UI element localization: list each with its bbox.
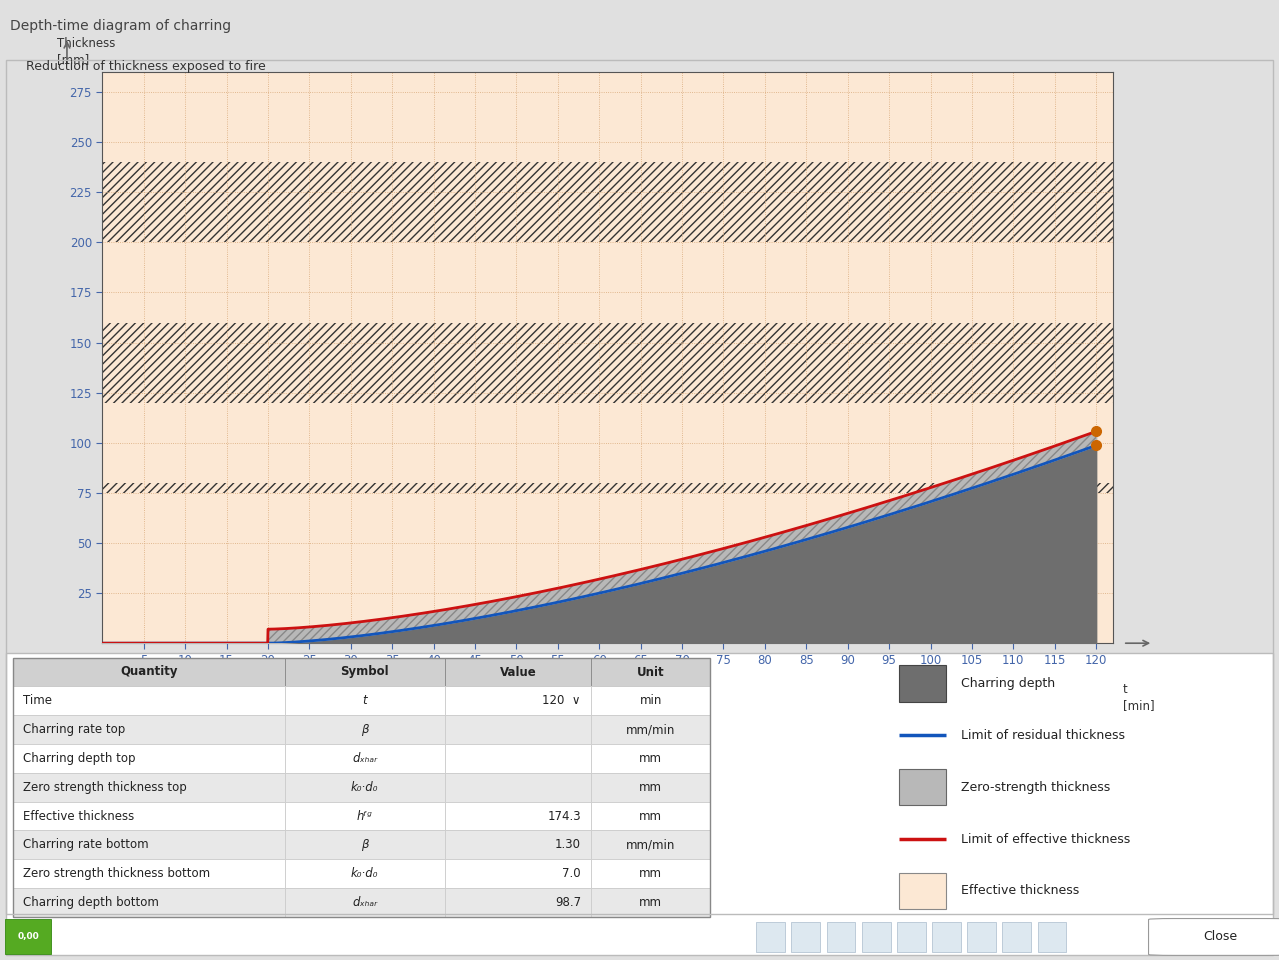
FancyBboxPatch shape	[445, 715, 591, 744]
FancyBboxPatch shape	[445, 658, 591, 686]
FancyBboxPatch shape	[591, 830, 710, 859]
FancyBboxPatch shape	[899, 769, 946, 805]
Text: t
[min]: t [min]	[1123, 684, 1155, 712]
FancyBboxPatch shape	[591, 773, 710, 802]
Text: k₀·d₀: k₀·d₀	[350, 867, 379, 880]
FancyBboxPatch shape	[445, 773, 591, 802]
Bar	[102, 483, 1113, 492]
FancyBboxPatch shape	[13, 686, 285, 715]
Text: Charring depth bottom: Charring depth bottom	[23, 896, 159, 909]
Text: β: β	[361, 723, 368, 736]
Text: dₓₕₐᵣ: dₓₕₐᵣ	[352, 896, 377, 909]
Text: Quantity: Quantity	[120, 665, 178, 679]
FancyBboxPatch shape	[591, 888, 710, 917]
Text: Depth-time diagram of charring: Depth-time diagram of charring	[10, 19, 231, 34]
FancyBboxPatch shape	[13, 830, 285, 859]
FancyBboxPatch shape	[445, 744, 591, 773]
FancyBboxPatch shape	[899, 873, 946, 909]
FancyBboxPatch shape	[285, 715, 445, 744]
FancyBboxPatch shape	[445, 686, 591, 715]
FancyBboxPatch shape	[1149, 919, 1279, 955]
FancyBboxPatch shape	[899, 665, 946, 702]
Text: 0,00: 0,00	[17, 932, 40, 942]
FancyBboxPatch shape	[756, 923, 785, 951]
Text: Time: Time	[23, 694, 52, 708]
Text: Symbol: Symbol	[340, 665, 389, 679]
FancyBboxPatch shape	[285, 859, 445, 888]
FancyBboxPatch shape	[591, 715, 710, 744]
FancyBboxPatch shape	[932, 923, 961, 951]
Text: mm: mm	[640, 867, 663, 880]
Text: Charring rate top: Charring rate top	[23, 723, 125, 736]
Text: mm: mm	[640, 752, 663, 765]
FancyBboxPatch shape	[5, 920, 51, 954]
Text: Charring depth top: Charring depth top	[23, 752, 136, 765]
Bar	[102, 323, 1113, 402]
Text: hᶠᶢ: hᶠᶢ	[357, 809, 372, 823]
Text: Zero-strength thickness: Zero-strength thickness	[961, 780, 1110, 794]
Text: Value: Value	[500, 665, 536, 679]
FancyBboxPatch shape	[285, 888, 445, 917]
FancyBboxPatch shape	[591, 859, 710, 888]
Text: Thickness
[mm]: Thickness [mm]	[56, 37, 115, 66]
FancyBboxPatch shape	[13, 658, 285, 686]
FancyBboxPatch shape	[13, 715, 285, 744]
FancyBboxPatch shape	[285, 658, 445, 686]
Text: Unit: Unit	[637, 665, 664, 679]
FancyBboxPatch shape	[13, 888, 285, 917]
Text: dₓₕₐᵣ: dₓₕₐᵣ	[352, 752, 377, 765]
FancyBboxPatch shape	[445, 888, 591, 917]
Text: mm: mm	[640, 896, 663, 909]
FancyBboxPatch shape	[285, 744, 445, 773]
Text: Reduction of thickness exposed to fire: Reduction of thickness exposed to fire	[26, 60, 265, 73]
Text: Zero strength thickness bottom: Zero strength thickness bottom	[23, 867, 210, 880]
Text: t: t	[362, 694, 367, 708]
FancyBboxPatch shape	[445, 830, 591, 859]
Text: 174.3: 174.3	[547, 809, 581, 823]
Text: Close: Close	[1204, 930, 1237, 944]
FancyBboxPatch shape	[1003, 923, 1031, 951]
FancyBboxPatch shape	[445, 802, 591, 830]
Text: mm: mm	[640, 780, 663, 794]
FancyBboxPatch shape	[13, 859, 285, 888]
Text: Effective thickness: Effective thickness	[961, 884, 1079, 898]
FancyBboxPatch shape	[285, 830, 445, 859]
Text: 1.30: 1.30	[555, 838, 581, 852]
FancyBboxPatch shape	[285, 686, 445, 715]
Text: mm: mm	[640, 809, 663, 823]
FancyBboxPatch shape	[897, 923, 926, 951]
FancyBboxPatch shape	[13, 802, 285, 830]
FancyBboxPatch shape	[826, 923, 856, 951]
Text: mm/min: mm/min	[625, 838, 675, 852]
Text: 7.0: 7.0	[563, 867, 581, 880]
FancyBboxPatch shape	[967, 923, 996, 951]
FancyBboxPatch shape	[591, 744, 710, 773]
Text: min: min	[640, 694, 661, 708]
FancyBboxPatch shape	[591, 802, 710, 830]
Text: Zero strength thickness top: Zero strength thickness top	[23, 780, 187, 794]
FancyBboxPatch shape	[862, 923, 890, 951]
Text: 98.7: 98.7	[555, 896, 581, 909]
FancyBboxPatch shape	[591, 686, 710, 715]
Text: Limit of effective thickness: Limit of effective thickness	[961, 832, 1131, 846]
FancyBboxPatch shape	[1037, 923, 1067, 951]
Text: Charring depth: Charring depth	[961, 677, 1055, 690]
FancyBboxPatch shape	[13, 744, 285, 773]
Text: Effective thickness: Effective thickness	[23, 809, 134, 823]
Text: Charring rate bottom: Charring rate bottom	[23, 838, 148, 852]
Text: mm/min: mm/min	[625, 723, 675, 736]
Text: β: β	[361, 838, 368, 852]
Text: 120  ∨: 120 ∨	[542, 694, 581, 708]
Bar	[102, 162, 1113, 242]
FancyBboxPatch shape	[445, 859, 591, 888]
FancyBboxPatch shape	[285, 802, 445, 830]
Text: k₀·d₀: k₀·d₀	[350, 780, 379, 794]
FancyBboxPatch shape	[285, 773, 445, 802]
FancyBboxPatch shape	[13, 773, 285, 802]
Text: Limit of residual thickness: Limit of residual thickness	[961, 729, 1126, 742]
FancyBboxPatch shape	[591, 658, 710, 686]
FancyBboxPatch shape	[792, 923, 820, 951]
